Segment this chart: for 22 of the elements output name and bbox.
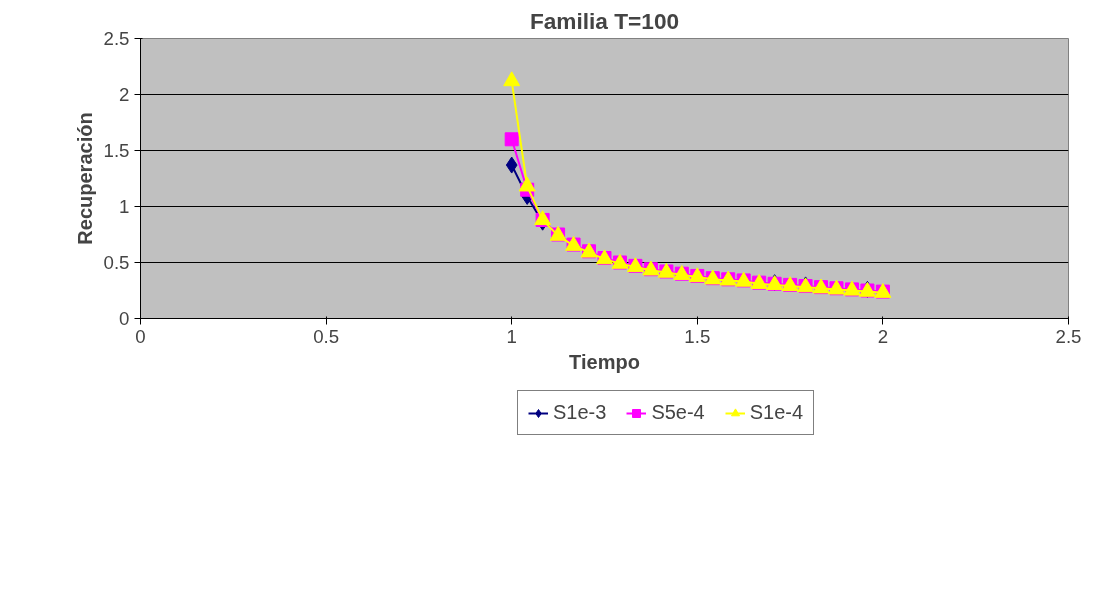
x-tick-label: 1.5 (684, 325, 711, 347)
point (503, 71, 521, 87)
y-tick-label: 1 (119, 196, 130, 217)
y-tick-label: 0 (119, 308, 130, 329)
x-tick-label: 1 (506, 325, 517, 347)
legend-label: S5e-4 (651, 401, 705, 424)
x-tick-label: 0.5 (313, 325, 340, 347)
y-axis-title: Recuperación (73, 112, 96, 245)
x-axis-title: Tiempo (569, 350, 640, 373)
y-tick-label: 2.5 (103, 28, 130, 49)
point (505, 156, 518, 174)
point (518, 176, 536, 192)
legend-label: S1e-3 (553, 401, 607, 424)
chart-title: Familia T=100 (529, 7, 680, 34)
x-tick-label: 0 (135, 325, 146, 347)
y-tick-label: 0.5 (103, 252, 130, 273)
legend-label: S1e-4 (749, 401, 804, 424)
point (504, 132, 519, 147)
y-tick-label: 1.5 (103, 140, 130, 161)
y-tick-label: 2 (119, 84, 130, 105)
x-tick-label: 2.5 (1055, 325, 1082, 347)
x-tick-label: 2 (877, 325, 889, 347)
